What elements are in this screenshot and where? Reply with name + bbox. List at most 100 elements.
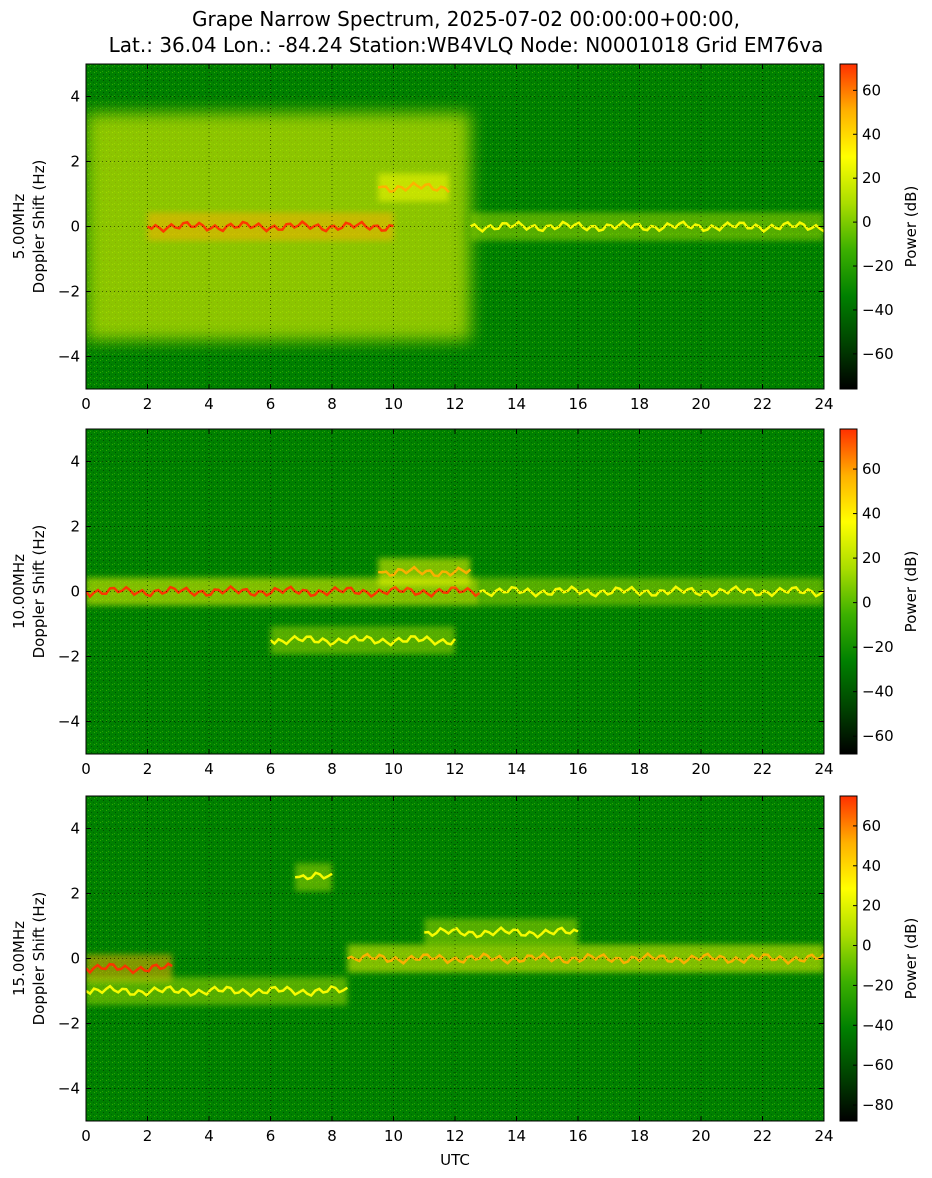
x-tick-label: 4 <box>204 395 214 413</box>
colorbar-label: Power (dB) <box>902 186 920 268</box>
y-tick-label: 2 <box>70 153 80 171</box>
x-tick-label: 6 <box>266 760 276 778</box>
x-tick-label: 4 <box>204 1127 214 1145</box>
y-tick-label: 4 <box>70 88 80 106</box>
colorbar-tick-label: −20 <box>862 976 894 994</box>
colorbar <box>839 63 858 390</box>
x-tick-label: 10 <box>384 760 403 778</box>
colorbar-tick-label: −20 <box>862 638 894 656</box>
x-tick-label: 14 <box>507 1127 526 1145</box>
y-tick-label: 0 <box>70 583 80 601</box>
carrier-trace <box>346 952 824 966</box>
colorbar-tick-label: 60 <box>862 460 881 478</box>
y-tick-label: 0 <box>70 950 80 968</box>
y-axis-label: Doppler Shift (Hz) <box>30 525 48 659</box>
x-tick-label: 24 <box>814 395 833 413</box>
x-tick-label: 12 <box>445 1127 464 1145</box>
colorbar-tick-label: −60 <box>862 727 894 745</box>
feature-glow <box>378 173 449 202</box>
carrier-trace <box>86 984 349 998</box>
x-tick-label: 2 <box>143 1127 153 1145</box>
x-tick-label: 8 <box>327 1127 337 1145</box>
colorbar-tick-label: −40 <box>862 1016 894 1034</box>
x-tick-label: 6 <box>266 395 276 413</box>
colorbar-label: Power (dB) <box>902 551 920 633</box>
carrier-trace <box>377 181 450 194</box>
colorbar-tick-label: 20 <box>862 897 881 915</box>
x-tick-label: 4 <box>204 760 214 778</box>
x-tick-label: 14 <box>507 395 526 413</box>
y-tick-label: 0 <box>70 218 80 236</box>
y-tick-label: −4 <box>58 348 80 366</box>
x-tick-label: 8 <box>327 395 337 413</box>
carrier-trace <box>424 926 579 939</box>
x-tick-label: 6 <box>266 1127 276 1145</box>
y-tick-label: 4 <box>70 453 80 471</box>
colorbar-tick-label: 60 <box>862 81 881 99</box>
colorbar-tick-label: 20 <box>862 169 881 187</box>
colorbar-tick-label: 0 <box>862 594 872 612</box>
carrier-trace <box>377 565 472 578</box>
colorbar <box>839 428 858 755</box>
title-line-1: Grape Narrow Spectrum, 2025-07-02 00:00:… <box>192 7 740 31</box>
y-tick-label: 2 <box>70 518 80 536</box>
colorbar-label: Power (dB) <box>902 918 920 1000</box>
x-tick-label: 0 <box>81 1127 91 1145</box>
colorbar-tick-label: 40 <box>862 125 881 143</box>
x-tick-label: 18 <box>630 760 649 778</box>
y-tick-label: −4 <box>58 713 80 731</box>
y-tick-label: 2 <box>70 885 80 903</box>
x-tick-label: 24 <box>814 1127 833 1145</box>
x-tick-label: 2 <box>143 760 153 778</box>
y-tick-label: −2 <box>58 283 80 301</box>
x-tick-label: 20 <box>691 1127 710 1145</box>
x-tick-label: 16 <box>568 1127 587 1145</box>
x-tick-label: 16 <box>568 760 587 778</box>
y-axis-label-freq: 15.00MHz <box>10 921 28 996</box>
heatmap-features <box>86 863 824 1005</box>
colorbar <box>839 795 858 1122</box>
carrier-trace <box>294 871 333 881</box>
carrier-trace <box>469 219 824 234</box>
figure-title: Grape Narrow Spectrum, 2025-07-02 00:00:… <box>0 6 932 58</box>
feature-glow <box>86 977 348 1005</box>
carrier-trace <box>479 584 824 598</box>
y-tick-label: −4 <box>58 1080 80 1098</box>
x-tick-label: 0 <box>81 395 91 413</box>
x-tick-label: 8 <box>327 760 337 778</box>
y-tick-label: −2 <box>58 648 80 666</box>
x-tick-label: 22 <box>753 1127 772 1145</box>
colorbar-tick-label: −40 <box>862 301 894 319</box>
y-axis-label-freq: 10.00MHz <box>10 554 28 629</box>
carrier-trace <box>86 584 481 599</box>
x-tick-label: 16 <box>568 395 587 413</box>
x-tick-label: 14 <box>507 760 526 778</box>
x-tick-label: 18 <box>630 395 649 413</box>
colorbar-tick-label: 0 <box>862 937 872 955</box>
y-axis-label: Doppler Shift (Hz) <box>30 892 48 1026</box>
colorbar-tick-label: 40 <box>862 505 881 523</box>
colorbar-tick-label: −80 <box>862 1096 894 1114</box>
colorbar-tick-label: 60 <box>862 817 881 835</box>
x-tick-label: 0 <box>81 760 91 778</box>
x-tick-label: 22 <box>753 760 772 778</box>
x-tick-label: 12 <box>445 760 464 778</box>
y-tick-label: 4 <box>70 820 80 838</box>
y-axis-label: Doppler Shift (Hz) <box>30 160 48 294</box>
colorbar-tick-label: −40 <box>862 683 894 701</box>
colorbar-tick-label: −60 <box>862 1056 894 1074</box>
colorbar-tick-label: −20 <box>862 257 894 275</box>
colorbar-tick-label: 0 <box>862 213 872 231</box>
colorbar-tick-label: 20 <box>862 549 881 567</box>
x-tick-label: 12 <box>445 395 464 413</box>
x-tick-label: 24 <box>814 760 833 778</box>
title-line-2: Lat.: 36.04 Lon.: -84.24 Station:WB4VLQ … <box>108 33 824 57</box>
carrier-trace <box>269 634 456 647</box>
x-tick-label: 10 <box>384 1127 403 1145</box>
colorbar-tick-label: −60 <box>862 345 894 363</box>
x-axis-label: UTC <box>440 1151 470 1169</box>
y-axis-label-freq: 5.00MHz <box>10 194 28 260</box>
